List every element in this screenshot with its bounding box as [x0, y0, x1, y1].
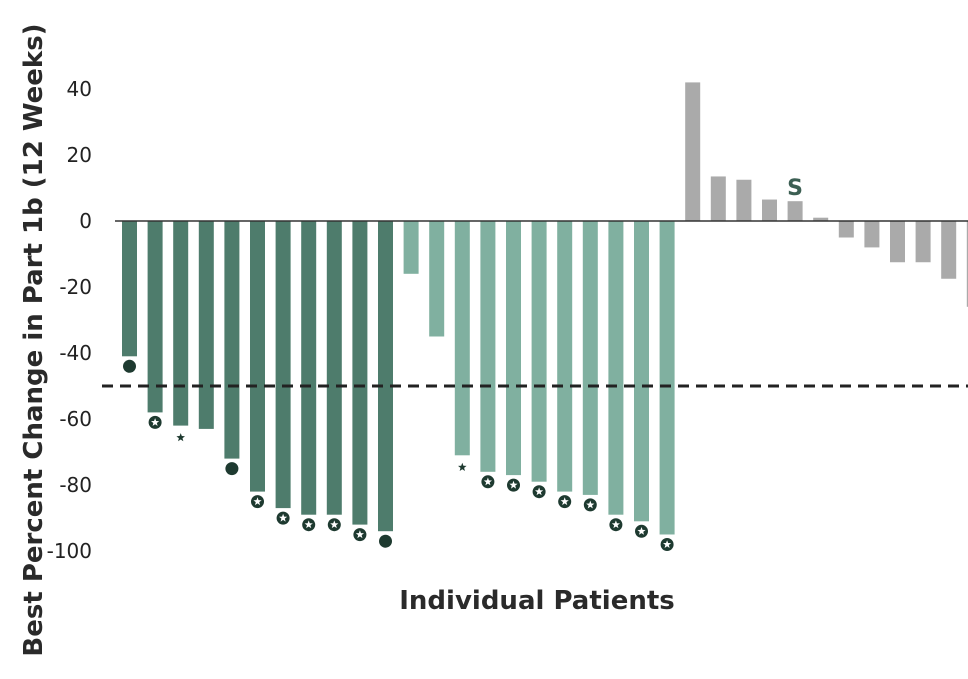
response-dot-marker [123, 359, 136, 373]
bar-annotation: S [787, 176, 803, 201]
star-in-circle-marker [609, 518, 623, 532]
bar-8 [301, 221, 317, 515]
y-tick-label: -20 [59, 275, 92, 299]
y-tick-label: 40 [67, 77, 92, 101]
bar-14 [454, 221, 470, 456]
star-marker [458, 462, 467, 471]
bar-20 [608, 221, 624, 515]
bar-33 [941, 221, 957, 279]
star-in-circle-marker [251, 495, 264, 509]
y-tick-label: -100 [47, 539, 92, 563]
y-tick-label: -80 [59, 473, 92, 497]
annotations-group: S [787, 176, 803, 201]
bar-34 [966, 221, 968, 307]
bar-15 [480, 221, 496, 472]
bar-22 [659, 221, 675, 535]
y-axis-ticks: 40 20 0 -20 -40 -60 -80 -100 [47, 77, 92, 563]
star-in-circle-marker [276, 511, 290, 525]
star-in-circle-marker [353, 528, 367, 542]
response-dot-marker [379, 534, 392, 548]
bar-9 [326, 221, 342, 515]
bar-32 [915, 221, 931, 263]
bar-13 [429, 221, 445, 337]
y-tick-label: -40 [59, 341, 92, 365]
bar-4 [198, 221, 214, 429]
bar-21 [634, 221, 649, 522]
star-in-circle-marker [558, 495, 572, 509]
markers-group [123, 359, 674, 551]
y-tick-label: 20 [67, 143, 92, 167]
bar-16 [506, 221, 521, 476]
bar-25 [736, 179, 752, 221]
bar-18 [557, 221, 573, 492]
bar-11 [378, 221, 393, 532]
y-axis-title: Best Percent Change in Part 1b (12 Weeks… [19, 23, 49, 656]
bar-17 [531, 221, 547, 482]
star-in-circle-marker [302, 518, 316, 532]
y-tick-label: -60 [59, 407, 92, 431]
star-in-circle-marker [507, 478, 520, 492]
star-in-circle-marker [148, 415, 162, 429]
x-axis-title: Individual Patients [399, 586, 675, 616]
star-in-circle-marker [327, 518, 341, 532]
star-in-circle-marker [481, 475, 495, 489]
bar-31 [890, 221, 905, 263]
bar-5 [224, 221, 240, 459]
bar-7 [275, 221, 291, 509]
star-in-circle-marker [532, 485, 546, 499]
bar-10 [352, 221, 368, 525]
bar-12 [403, 221, 419, 274]
bar-6 [250, 221, 265, 492]
bar-28 [813, 217, 829, 221]
bar-30 [864, 221, 880, 248]
bar-19 [582, 221, 598, 495]
bar-3 [173, 221, 189, 426]
bar-29 [838, 221, 854, 238]
y-tick-label: 0 [79, 209, 92, 233]
bar-27 [787, 201, 803, 221]
bar-1 [122, 221, 137, 357]
star-in-circle-marker [583, 498, 597, 512]
bar-24 [710, 176, 726, 221]
star-marker [176, 433, 185, 442]
response-dot-marker [225, 462, 239, 476]
star-in-circle-marker [635, 524, 648, 538]
bar-23 [685, 82, 701, 222]
bars-group [122, 82, 968, 535]
bar-2 [147, 221, 163, 413]
star-in-circle-marker [660, 538, 674, 551]
bar-26 [762, 199, 777, 221]
